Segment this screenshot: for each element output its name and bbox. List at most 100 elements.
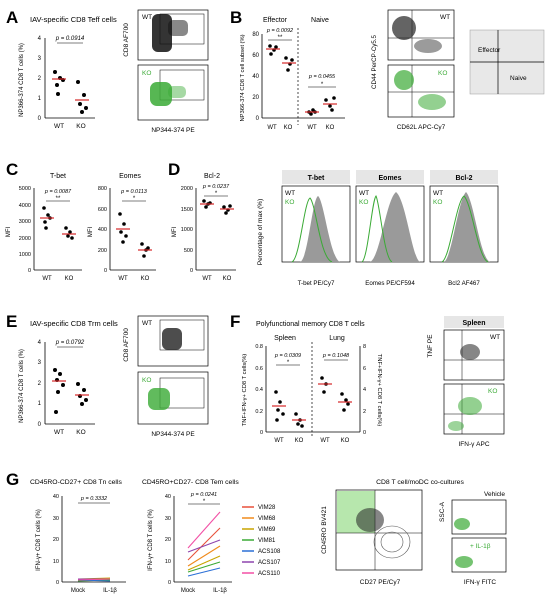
ko-events (150, 82, 186, 106)
data-point (328, 104, 332, 108)
y-tick-label: 5000 (19, 186, 31, 192)
hist-header-tbet (282, 170, 350, 184)
x-category: WT (202, 276, 212, 282)
y-tick-label: 2 (363, 409, 366, 415)
ko-points (76, 80, 88, 114)
y-tick-label: 1000 (181, 227, 193, 233)
y-axis-label: MFI (172, 227, 178, 238)
panel-g: CD45RO-CD27+ CD8 Tn cells 0 10 20 30 40 … (30, 479, 507, 594)
data-point (124, 234, 128, 238)
group-label: Naive (311, 17, 329, 24)
y-tick-label: 40 (53, 494, 59, 500)
legend-label: VIM28 (258, 505, 276, 511)
quadrant-label-effector: Effector (478, 47, 501, 54)
data-point (76, 80, 80, 84)
event-cloud (148, 388, 170, 410)
data-point (146, 246, 150, 250)
x-category: KO (76, 123, 85, 130)
y-tick-label: 0 (256, 116, 260, 122)
data-point (228, 204, 232, 208)
sig-stars: * (287, 360, 290, 366)
g-mid-lines (187, 511, 221, 577)
panel-a: IAV-specific CD8 Teff cells 0 1 2 3 4 NP… (19, 9, 209, 134)
y-tick-label: 0.4 (255, 387, 263, 393)
data-point (294, 412, 298, 416)
event-cloud (414, 39, 442, 53)
flow-label-ko: KO (142, 377, 151, 384)
y-tick-label: 1 (38, 96, 42, 102)
y-tick-label: 0 (363, 430, 366, 436)
panel-a-title: IAV-specific CD8 Teff cells (30, 15, 117, 24)
y-tick-label: 1 (38, 401, 42, 407)
p-value: p = 0.0087 (44, 189, 72, 195)
y-tick-label: 4000 (19, 203, 31, 209)
data-point (278, 400, 282, 404)
sig-stars: * (133, 196, 136, 202)
data-point (346, 402, 350, 406)
y-tick-label: 500 (184, 248, 193, 254)
flow-header (444, 316, 504, 328)
data-point (296, 422, 300, 426)
sig-stars: * (215, 191, 218, 197)
data-point (54, 410, 58, 414)
legend-label: ACS110 (258, 571, 281, 577)
panel-c-title-tbet: T-bet (50, 173, 66, 180)
panel-d-title: Bcl-2 (204, 173, 220, 180)
legend-wt: WT (359, 190, 369, 197)
x-category: WT (42, 276, 52, 282)
panel-c: T-bet Eomes 0 1000 2000 3000 4000 5000 M… (6, 173, 156, 282)
y-tick-label: 1000 (19, 252, 31, 258)
hist-header-eomes (356, 170, 424, 184)
y-tick-label: 10 (53, 559, 59, 565)
y-tick-label: 2 (38, 76, 42, 82)
data-point (269, 52, 273, 56)
hist-title: T-bet (308, 175, 325, 182)
p-value: p = 0.0237 (202, 184, 230, 190)
legend-ko: KO (359, 199, 368, 206)
y-tick-label: 0.8 (255, 344, 263, 350)
x-category: KO (141, 276, 150, 282)
y-tick-label: 3 (38, 56, 42, 62)
hist-x-label: Eomes PE/CF594 (365, 280, 415, 287)
flow-label-ko: KO (142, 70, 151, 77)
y-tick-label: 600 (98, 207, 107, 213)
quadrant-schematic: Effector Naive (469, 29, 545, 95)
y-axis-label: NP366-374 CD8 T cells (%) (19, 43, 25, 117)
x-category: Mock (71, 588, 86, 594)
hist-ko-bcl2 (441, 195, 489, 263)
flow-y-label: CD44 PerCP-Cy5.5 (371, 34, 378, 89)
data-point (42, 206, 46, 210)
il1b-label: + IL-1β (470, 543, 491, 550)
flow-y-label: CD45RO BV421 (321, 506, 328, 554)
g-mid-title: CD45RO+CD27- CD8 Tem cells (142, 479, 239, 486)
event-cloud (460, 344, 480, 360)
p-value: p = 0.0455 (308, 74, 336, 80)
f-points (274, 376, 350, 428)
y-tick-label: 2 (38, 381, 42, 387)
p-value: p = 0.0792 (55, 340, 85, 346)
panel-f: Polyfunctional memory CD8 T cells Spleen… (242, 316, 505, 448)
event-cloud (373, 525, 411, 559)
sig-stars: ** (56, 196, 61, 202)
data-point (82, 93, 86, 97)
x-category: WT (267, 125, 277, 131)
y-tick-label: 40 (252, 74, 259, 80)
data-point (204, 205, 208, 209)
p-value: p = 0.3332 (80, 496, 107, 502)
data-point (66, 234, 70, 238)
p-value: p = 0.0914 (55, 36, 85, 42)
panel-letter-E: E (6, 312, 18, 331)
data-point (68, 230, 72, 234)
data-point (84, 398, 88, 402)
data-point (344, 398, 348, 402)
panel-e: IAV-specific CD8 Trm cells 0 1 2 3 4 NP3… (19, 315, 209, 438)
donor-line (187, 527, 221, 561)
x-category: KO (65, 276, 74, 282)
data-point (330, 108, 334, 112)
hist-y-label: Percentage of max (%) (257, 199, 264, 265)
y-tick-label: 20 (53, 537, 59, 543)
donor-line (187, 555, 221, 571)
donor-legend: VIM28 VIM68 VIM69 VIM81 ACS108 ACS107 AC… (242, 505, 281, 577)
y-tick-label: 0 (28, 268, 31, 274)
y-tick-label: 8 (363, 344, 366, 350)
